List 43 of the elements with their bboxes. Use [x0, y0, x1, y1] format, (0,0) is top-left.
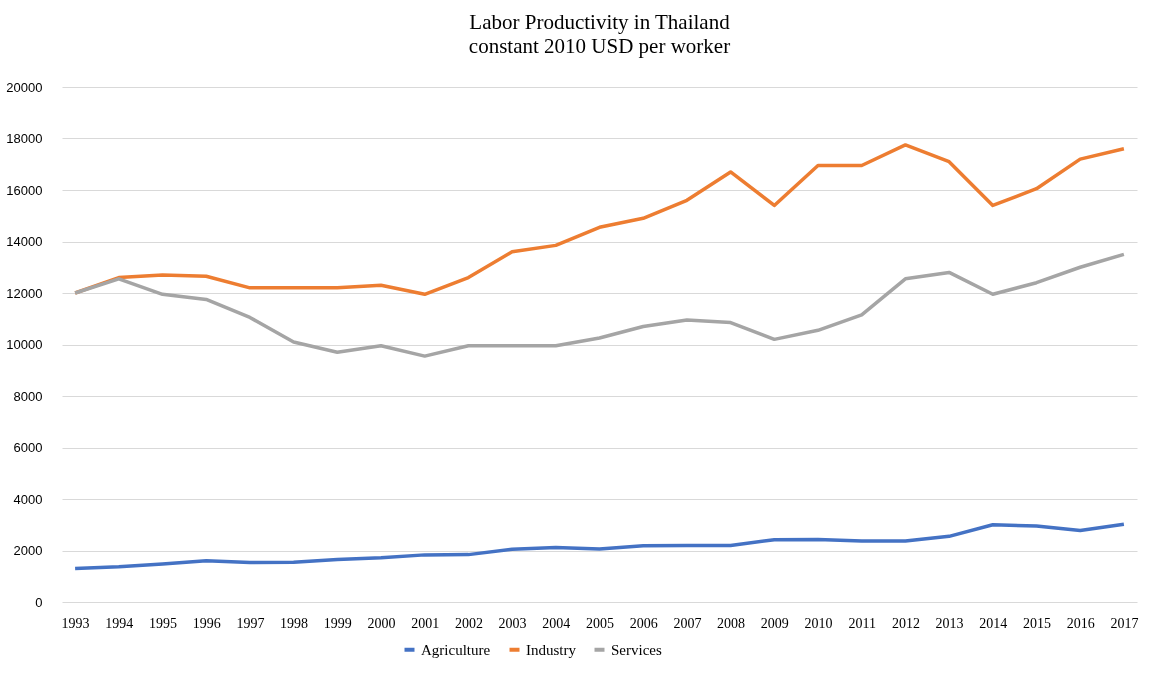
y-tick-label: 14000 [6, 234, 43, 249]
x-tick-label: 2010 [804, 615, 833, 631]
line-series [73, 522, 1126, 571]
y-tick-label: 8000 [13, 388, 43, 404]
legend-label: Industry [526, 641, 577, 658]
x-tick-label: 2005 [586, 615, 614, 631]
x-tick-label: 1999 [323, 615, 352, 631]
x-tick-label: 1994 [105, 615, 134, 631]
x-tick-label: 2007 [673, 615, 702, 631]
y-tick-label: 4000 [13, 491, 43, 507]
chart-subtitle: constant 2010 USD per worker [468, 34, 731, 58]
x-tick-label: 2002 [454, 615, 483, 631]
x-tick-label: 2008 [717, 615, 746, 631]
x-tick-label: 2003 [498, 615, 527, 631]
x-tick-label: 1996 [192, 615, 221, 631]
y-tick-label: 2000 [13, 543, 43, 558]
x-tick-label: 2000 [367, 615, 396, 631]
x-tick-label: 2012 [891, 615, 920, 631]
x-tick-label: 2001 [411, 615, 440, 631]
x-tick-label: 2014 [979, 615, 1008, 631]
x-tick-label: 2015 [1022, 615, 1051, 631]
y-tick-label: 0 [35, 594, 43, 610]
y-tick-label: 10000 [6, 337, 43, 352]
y-tick-label: 16000 [6, 182, 43, 198]
chart-title: Labor Productivity in Thailand [469, 10, 731, 34]
y-tick-label: 20000 [6, 79, 43, 95]
x-tick-label: 1997 [236, 615, 265, 631]
legend-label: Services [611, 641, 662, 658]
x-tick-label: 1995 [149, 615, 178, 631]
y-tick-label: 12000 [6, 285, 43, 301]
x-tick-label: 2013 [935, 615, 964, 631]
legend-label: Agriculture [421, 641, 491, 658]
x-tick-label: 1998 [280, 615, 309, 631]
x-tick-label: 2017 [1110, 615, 1139, 631]
x-tick-label: 2016 [1066, 615, 1095, 631]
x-tick-label: 1993 [61, 615, 90, 631]
x-tick-label: 2009 [760, 615, 789, 631]
x-tick-label: 2006 [629, 615, 658, 631]
x-tick-label: 2011 [848, 615, 876, 631]
y-tick-label: 6000 [13, 440, 43, 455]
line-series [73, 252, 1126, 358]
y-tick-label: 18000 [6, 131, 43, 146]
x-tick-label: 2004 [542, 615, 571, 631]
